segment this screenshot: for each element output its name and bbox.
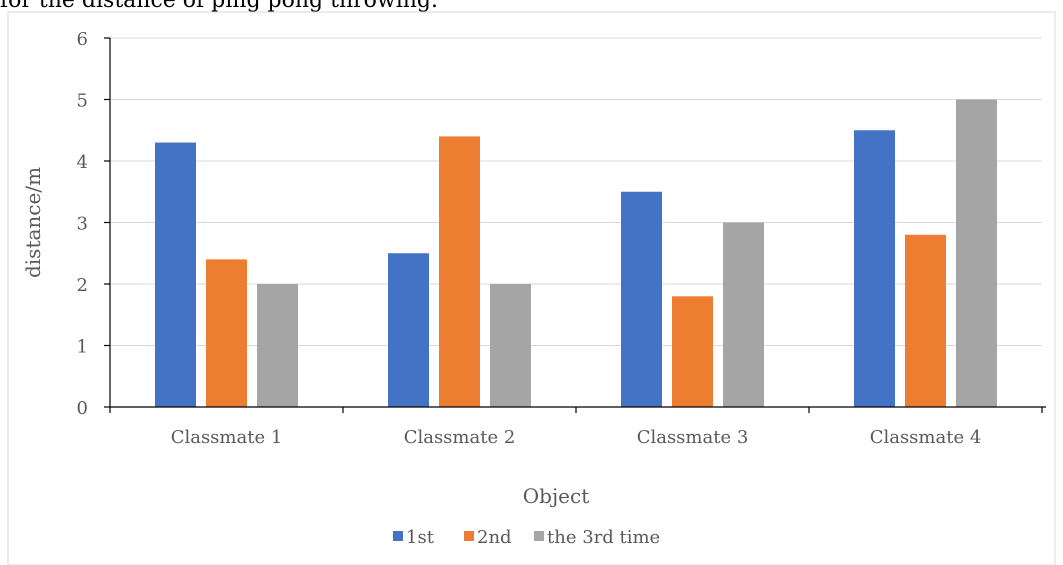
- bar-1st-2: [388, 253, 429, 407]
- x-category-label: Classmate 1: [171, 427, 283, 448]
- legend-swatch-1: [393, 531, 403, 541]
- bar-2nd-4: [905, 234, 946, 407]
- x-category-label: Classmate 2: [404, 427, 516, 448]
- legend-label-1: 1st: [406, 527, 435, 548]
- x-category-label: Classmate 3: [637, 427, 749, 448]
- legend-swatch-2: [464, 531, 474, 541]
- x-axis-title: Object: [523, 484, 589, 508]
- y-tick-label: 2: [77, 275, 88, 296]
- bar-1st-3: [621, 191, 662, 407]
- bar-the-3rd-time-3: [723, 222, 764, 407]
- y-axis-title: distance/m: [21, 167, 45, 278]
- x-category-label: Classmate 4: [870, 427, 982, 448]
- bars: [155, 99, 997, 408]
- bar-1st-4: [854, 130, 895, 407]
- bar-the-3rd-time-1: [257, 284, 298, 407]
- y-tick-label: 6: [77, 29, 88, 50]
- bar-2nd-2: [439, 136, 480, 407]
- bar-the-3rd-time-4: [956, 99, 997, 407]
- tick-labels: 0 1 2 3 4 5 6 Classmate 1 Classmate 2 Classmate 3…: [77, 29, 982, 448]
- chart-frame: [7, 11, 1056, 565]
- y-tick-label: 4: [77, 152, 88, 173]
- legend-label-2: 2nd: [477, 527, 512, 548]
- axes: [104, 37, 1046, 413]
- y-tick-label: 5: [77, 91, 88, 112]
- gridlines: [110, 37, 1042, 346]
- legend-swatch-3: [534, 531, 544, 541]
- bar-2nd-1: [206, 259, 247, 407]
- clipped-caption-text: for the distance of ping pong throwing.: [0, 0, 1063, 12]
- legend: 1st 2nd the 3rd time: [393, 527, 660, 548]
- legend-label-3: the 3rd time: [547, 527, 660, 548]
- bar-1st-1: [155, 142, 196, 408]
- y-tick-label: 1: [77, 337, 88, 358]
- bar-the-3rd-time-2: [490, 284, 531, 407]
- bar-2nd-3: [672, 296, 713, 407]
- y-tick-label: 0: [77, 398, 88, 419]
- y-tick-label: 3: [77, 214, 88, 235]
